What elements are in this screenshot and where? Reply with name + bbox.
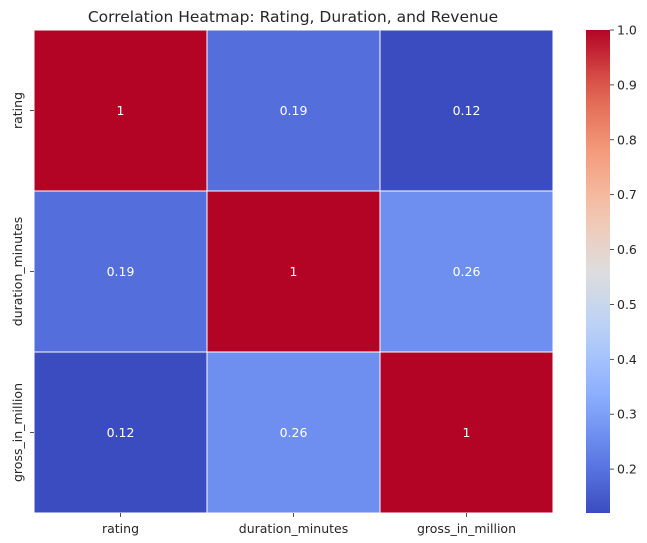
heatmap-cell [206, 351, 381, 514]
heatmap-cells: 1 0.19 0.12 0.19 1 0.26 0.12 0.26 1 [33, 29, 554, 514]
colorbar-tick-label: 1.0 [617, 23, 637, 38]
colorbar-tick-label: 0.9 [617, 77, 637, 92]
y-tick-label: duration_minutes [10, 217, 25, 326]
heatmap-cell [33, 190, 208, 353]
cell-value-label: 1 [290, 264, 298, 279]
heatmap-cell [379, 29, 554, 192]
colorbar-tick-label: 0.7 [617, 187, 637, 202]
y-tick-label: rating [10, 92, 25, 129]
x-tick-label: rating [102, 521, 139, 536]
colorbar-tick-label: 0.8 [617, 132, 637, 147]
cell-value-label: 0.19 [280, 103, 308, 118]
cell-value-label: 0.12 [453, 103, 481, 118]
colorbar-tick-label: 0.3 [617, 407, 637, 422]
colorbar-tick-label: 0.5 [617, 297, 637, 312]
colorbar-tick-label: 0.2 [617, 462, 637, 477]
cell-value-label: 0.12 [107, 425, 135, 440]
colorbar-tick-label: 0.6 [617, 242, 637, 257]
cell-value-label: 0.19 [107, 264, 135, 279]
heatmap-cell [206, 29, 381, 192]
colorbar: 0.2 0.3 0.4 0.5 0.6 0.7 0.8 0.9 1.0 [586, 23, 637, 513]
colorbar-tick-label: 0.4 [617, 352, 637, 367]
x-tick-label: gross_in_million [417, 521, 516, 536]
cell-value-label: 1 [117, 103, 125, 118]
y-tick-label: gross_in_million [10, 383, 25, 482]
heatmap-cell [206, 190, 381, 353]
x-axis: rating duration_minutes gross_in_million [102, 513, 516, 536]
colorbar-scale [586, 30, 610, 513]
heatmap-cell [33, 351, 208, 514]
cell-value-label: 1 [463, 425, 471, 440]
heatmap-cell [33, 29, 208, 192]
chart-title: Correlation Heatmap: Rating, Duration, a… [88, 8, 498, 26]
cell-value-label: 0.26 [280, 425, 308, 440]
cell-value-label: 0.26 [453, 264, 481, 279]
heatmap-cell [379, 190, 554, 353]
y-axis: rating duration_minutes gross_in_million [10, 92, 34, 482]
x-tick-label: duration_minutes [239, 521, 348, 536]
